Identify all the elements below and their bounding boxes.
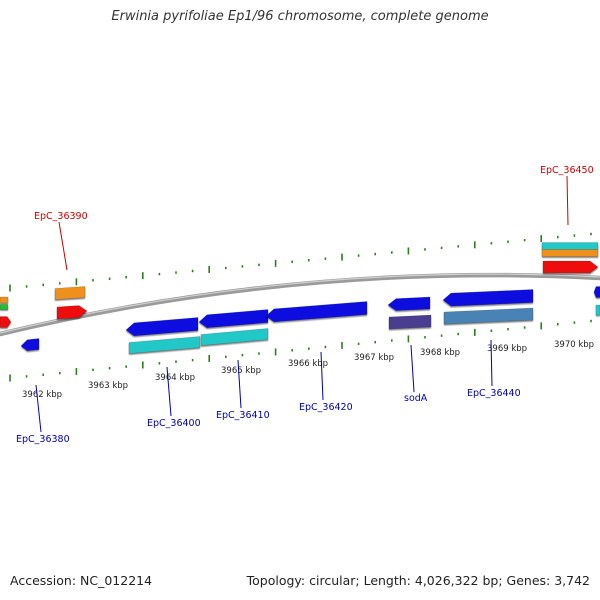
map-title: Erwinia pyrifoliae Ep1/96 chromosome, co… xyxy=(111,9,489,24)
leader-line xyxy=(166,366,172,417)
cds-feature-orange xyxy=(541,249,599,257)
leader-line xyxy=(58,221,68,271)
cds-feature-green xyxy=(0,304,9,310)
gene-label-epc-36410[interactable]: EpC_36410 xyxy=(216,410,270,421)
forward-strand-ruler xyxy=(9,232,592,292)
scale-label: 3967 kbp xyxy=(354,353,394,363)
gene-arrow-blue xyxy=(593,286,600,298)
scale-label: 3969 kbp xyxy=(487,344,527,354)
gene-label-epc-36380[interactable]: EpC_36380 xyxy=(16,434,70,445)
scale-label: 3963 kbp xyxy=(88,381,128,391)
gene-arrow-red xyxy=(56,305,88,320)
gene-label-soda[interactable]: sodA xyxy=(404,393,428,404)
gene-label-epc-36390[interactable]: EpC_36390 xyxy=(34,211,88,222)
leader-line xyxy=(35,384,42,433)
gene-arrow-blue xyxy=(265,301,368,323)
gene-arrow-red xyxy=(542,260,599,274)
leader-line xyxy=(566,175,569,226)
scale-label: 3965 kbp xyxy=(221,366,261,376)
scale-label: 3968 kbp xyxy=(420,348,460,358)
chromosome-backbone xyxy=(0,272,600,337)
cds-feature-orange xyxy=(0,296,9,304)
cds-feature-cyan xyxy=(595,304,600,316)
reverse-strand-ruler xyxy=(9,319,592,382)
leader-line xyxy=(237,359,242,409)
leader-line xyxy=(490,339,493,387)
gene-label-epc-36440[interactable]: EpC_36440 xyxy=(467,388,521,399)
cds-feature-cyan xyxy=(541,242,599,250)
scale-label: 3962 kbp xyxy=(22,390,62,400)
cds-feature-steel xyxy=(443,307,534,325)
gene-labels: EpC_36390 EpC_36450 EpC_36380 EpC_36400 … xyxy=(16,165,594,445)
cds-feature-indigo xyxy=(388,314,432,330)
gene-label-epc-36420[interactable]: EpC_36420 xyxy=(299,402,353,413)
accession-text: Accession: NC_012214 xyxy=(10,573,153,588)
leader-line xyxy=(320,351,324,401)
gene-arrow-blue xyxy=(20,338,40,352)
gene-label-epc-36400[interactable]: EpC_36400 xyxy=(147,418,201,429)
genome-summary-text: Topology: circular; Length: 4,026,322 bp… xyxy=(246,573,590,588)
scale-label: 3966 kbp xyxy=(288,359,328,369)
cds-feature-cyan xyxy=(128,336,201,354)
gene-arrow-blue xyxy=(387,296,431,311)
gene-arrow-blue xyxy=(442,289,534,307)
scale-labels: 3962 kbp 3963 kbp 3964 kbp 3965 kbp 3966… xyxy=(22,340,594,400)
cds-feature-cyan xyxy=(200,328,269,346)
cds-feature-orange xyxy=(54,286,86,300)
gene-label-epc-36450[interactable]: EpC_36450 xyxy=(540,165,594,176)
label-leaders xyxy=(35,175,569,433)
gene-arrow-red xyxy=(0,316,12,328)
scale-label: 3964 kbp xyxy=(155,373,195,383)
gene-arrow-blue xyxy=(198,309,269,329)
chromosome-backbone-highlight xyxy=(0,273,600,334)
gene-arrow-blue xyxy=(125,317,199,337)
scale-label: 3970 kbp xyxy=(554,340,594,350)
gene-features xyxy=(0,242,600,354)
leader-line xyxy=(410,344,415,393)
